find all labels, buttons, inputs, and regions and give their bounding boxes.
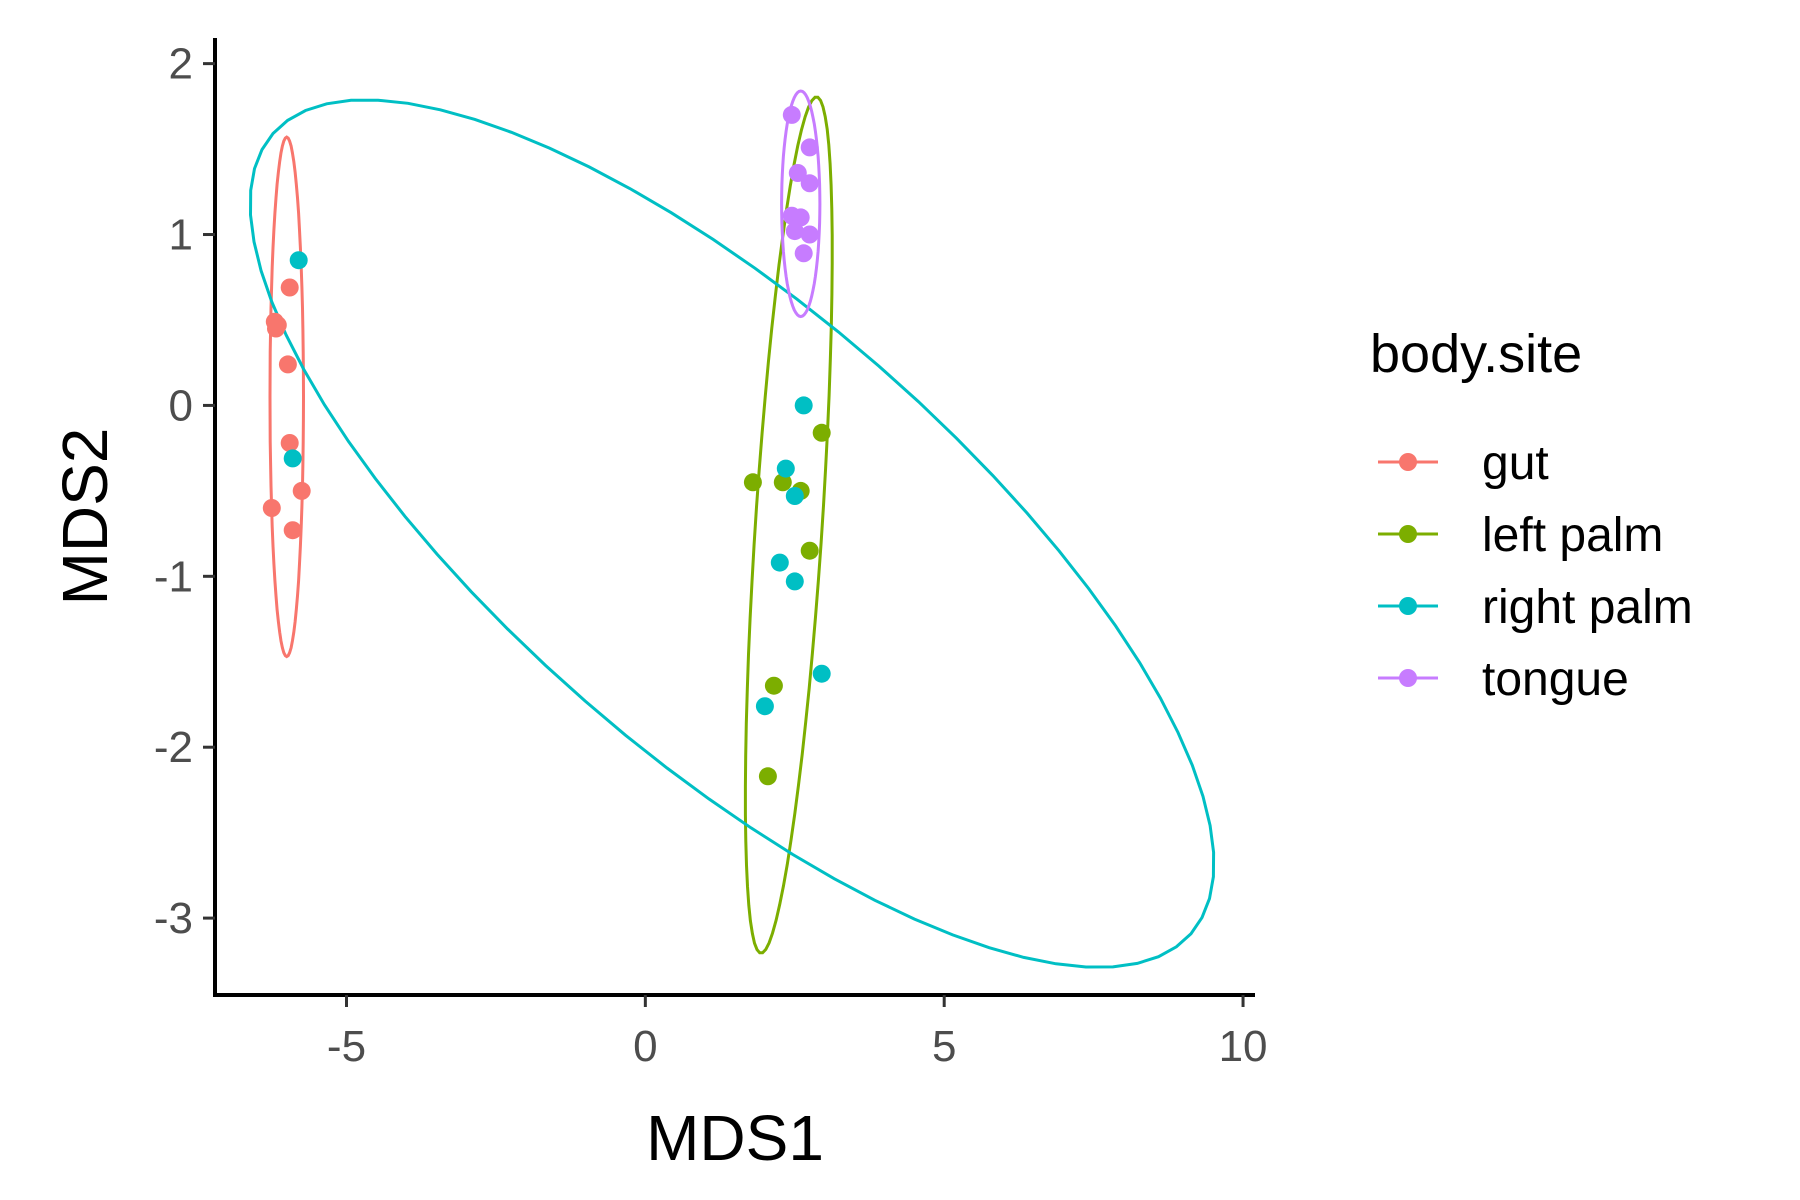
point-right-palm <box>785 487 804 505</box>
point-right-palm <box>776 459 795 478</box>
point-gut <box>267 319 285 338</box>
point-tongue <box>800 174 819 193</box>
point-tongue <box>794 244 813 263</box>
y-axis-title: MDS2 <box>49 428 121 606</box>
point-gut <box>262 499 281 517</box>
point-gut <box>278 355 297 374</box>
point-tongue <box>782 105 801 124</box>
ellipse-right-palm <box>248 98 1216 969</box>
point-left-palm <box>758 767 777 786</box>
legend-key-point <box>1399 453 1417 471</box>
legend-key-point <box>1399 669 1417 687</box>
ellipse-tongue <box>780 89 822 319</box>
point-left-palm <box>764 676 783 695</box>
legend-key-point <box>1399 597 1417 615</box>
x-tick-label: 5 <box>932 1022 956 1071</box>
point-left-palm <box>773 473 792 492</box>
x-tick-label: 0 <box>633 1022 657 1071</box>
point-tongue <box>785 222 804 241</box>
x-tick-label: -5 <box>327 1022 366 1071</box>
point-layer <box>262 105 831 786</box>
legend-title: body.site <box>1370 324 1582 384</box>
point-right-palm <box>289 251 308 270</box>
point-gut <box>280 434 299 452</box>
point-tongue <box>791 208 810 227</box>
point-right-palm <box>794 396 813 415</box>
point-right-palm <box>283 449 302 468</box>
y-tick-label: 1 <box>169 211 193 260</box>
point-gut <box>280 278 299 297</box>
y-tick-label: -3 <box>154 894 193 943</box>
y-tick-label: -2 <box>154 723 193 772</box>
ellipse-layer <box>248 89 1216 969</box>
x-axis-title: MDS1 <box>646 1102 824 1174</box>
point-left-palm <box>743 473 762 492</box>
point-tongue <box>800 138 819 157</box>
ellipse-gut <box>268 135 306 659</box>
point-left-palm <box>812 423 831 442</box>
y-tick-label: 0 <box>169 381 193 430</box>
y-tick-label: 2 <box>169 40 193 89</box>
x-tick-label: 10 <box>1219 1022 1268 1071</box>
legend-label-tongue: tongue <box>1482 653 1629 706</box>
legend-label-right-palm: right palm <box>1482 581 1693 634</box>
point-tongue <box>788 164 807 182</box>
point-right-palm <box>785 572 804 591</box>
point-right-palm <box>812 664 831 683</box>
axes: -5 0 5 10 -3 -2 -1 0 1 2 <box>154 38 1268 1071</box>
legend: body.site gut left palm right palm tongue <box>1370 324 1693 706</box>
point-right-palm <box>770 553 789 572</box>
point-right-palm <box>755 697 774 716</box>
legend-label-gut: gut <box>1482 437 1549 490</box>
legend-label-left-palm: left palm <box>1482 509 1663 562</box>
ellipse-left-palm <box>743 95 834 955</box>
point-gut <box>292 481 311 500</box>
y-tick-label: -1 <box>154 552 193 601</box>
point-left-palm <box>800 541 819 560</box>
point-gut <box>283 521 302 540</box>
legend-key-point <box>1399 525 1417 543</box>
point-tongue <box>800 225 819 244</box>
